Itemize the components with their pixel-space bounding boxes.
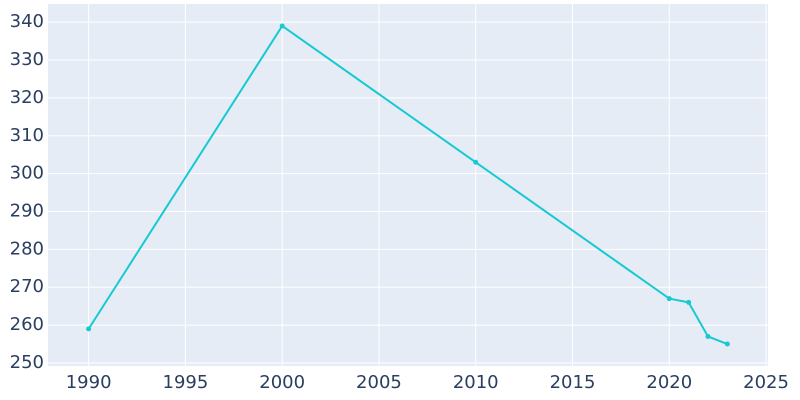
point bbox=[473, 159, 479, 165]
y-tick-label: 340 bbox=[10, 11, 44, 32]
x-tick-label: 1990 bbox=[66, 372, 112, 393]
y-tick-label: 310 bbox=[10, 125, 44, 146]
point bbox=[686, 299, 692, 305]
y-tick-label: 250 bbox=[10, 352, 44, 373]
point bbox=[86, 326, 92, 332]
y-tick-label: 290 bbox=[10, 201, 44, 222]
plot-area bbox=[48, 4, 768, 366]
x-tick-label: 2010 bbox=[453, 372, 499, 393]
x-tick-label: 2000 bbox=[259, 372, 305, 393]
point bbox=[705, 333, 711, 339]
x-tick-label: 2025 bbox=[743, 372, 789, 393]
x-tick-label: 1995 bbox=[163, 372, 209, 393]
y-tick-label: 300 bbox=[10, 163, 44, 184]
x-tick-label: 2020 bbox=[646, 372, 692, 393]
x-tick-label: 2015 bbox=[550, 372, 596, 393]
y-tick-label: 260 bbox=[10, 314, 44, 335]
point bbox=[724, 341, 730, 347]
y-tick-label: 330 bbox=[10, 49, 44, 70]
y-tick-label: 270 bbox=[10, 276, 44, 297]
point bbox=[666, 296, 672, 302]
x-tick-label: 2005 bbox=[356, 372, 402, 393]
y-tick-label: 280 bbox=[10, 238, 44, 259]
point bbox=[279, 23, 285, 29]
y-tick-label: 320 bbox=[10, 87, 44, 108]
